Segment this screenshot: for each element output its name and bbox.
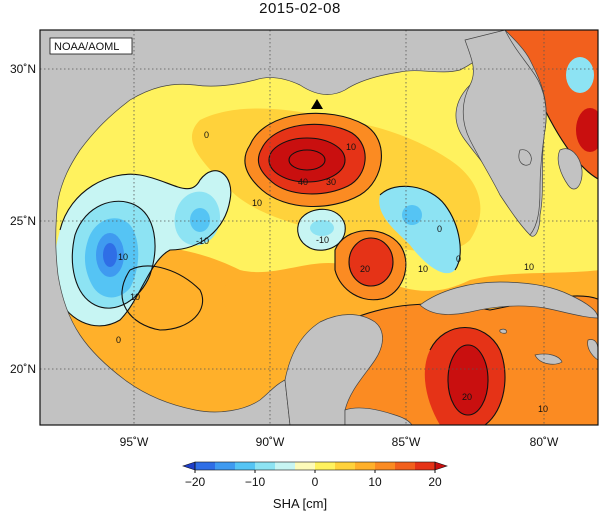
colorbar-segment (395, 462, 416, 470)
colorbar-ticks: −20 −10 0 10 20 (185, 475, 442, 489)
sha-warm-eddy-core (269, 138, 345, 182)
contour-label: 0 (456, 254, 461, 264)
colorbar-segment (235, 462, 256, 470)
colorbar-tick: 10 (368, 475, 382, 489)
lat-label-20n: 20˚N (10, 362, 36, 376)
map-frame (39, 29, 599, 426)
colorbar-max-arrow (434, 461, 448, 471)
graticule (40, 30, 598, 425)
map-title: 2015-02-08 (259, 0, 341, 17)
contour-label: 10 (346, 142, 356, 152)
contour-label: 0 (204, 130, 209, 140)
credit-label: NOAA/AOML (54, 41, 119, 53)
sha-cold-eddy-east-core (402, 205, 422, 225)
colorbar-tick: −10 (245, 475, 266, 489)
colorbar-tick: −20 (185, 475, 206, 489)
land-jamaica (534, 353, 563, 365)
land-yucatan (284, 314, 383, 425)
contour-label: 10 (538, 404, 548, 414)
lat-label-25n: 25˚N (10, 214, 36, 228)
land-bahamas-island (518, 149, 532, 166)
land-gulf-coast (40, 30, 506, 425)
colorbar-segment (255, 462, 276, 470)
land-masses (40, 30, 598, 425)
colorbar-segment (355, 462, 376, 470)
sha-cold-eddy-cw-core (190, 208, 210, 232)
contour-label: 10 (130, 292, 140, 302)
sha-contours (54, 30, 598, 425)
sha-warm-eddy-2-core (349, 238, 393, 286)
colorbar-min-arrow (182, 461, 196, 471)
contour-label: -10 (316, 235, 329, 245)
contour-label: 10 (524, 262, 534, 272)
sha-cold-eddy-west-deep (103, 243, 117, 267)
colorbar-segment (415, 462, 436, 470)
land-florida (462, 30, 547, 236)
colorbar-title: SHA [cm] (272, 496, 328, 511)
contour-label: 20 (462, 392, 472, 402)
colorbar-segment (315, 462, 336, 470)
colorbar-segment (335, 462, 356, 470)
land-haiti-west (587, 339, 598, 361)
lon-label-85w: 85˚W (392, 435, 421, 449)
land-cayman (499, 328, 507, 334)
contour-labels: 10 40 30 10 0 10 -10 -10 0 0 10 20 0 10 … (116, 130, 548, 414)
sha-cold-eddy-central-core (310, 220, 334, 236)
colorbar (182, 461, 448, 473)
colorbar-segment (275, 462, 296, 470)
contour-label: 0 (437, 224, 442, 234)
contour-label: 10 (418, 264, 428, 274)
lon-label-80w: 80˚W (530, 435, 559, 449)
colorbar-tick: 0 (312, 475, 319, 489)
latitude-labels: 30˚N 25˚N 20˚N (10, 62, 36, 376)
colorbar-segment (215, 462, 236, 470)
land-bahamas-andros (557, 148, 583, 190)
contour-label: 0 (116, 335, 121, 345)
land-central-america (344, 407, 413, 425)
lat-label-30n: 30˚N (10, 62, 36, 76)
sha-warm-atlantic-core (576, 108, 598, 152)
contour-label: 40 (298, 177, 308, 187)
longitude-labels: 95˚W 90˚W 85˚W 80˚W (120, 435, 559, 449)
colorbar-segment (375, 462, 396, 470)
colorbar-segment (195, 462, 216, 470)
contour-label: 10 (118, 252, 128, 262)
sha-cold-eddy-east (379, 186, 461, 274)
contour-label: -10 (196, 236, 209, 246)
colorbar-segment (295, 462, 316, 470)
station-marker-triangle (311, 99, 323, 109)
sha-cold-atlantic (566, 57, 594, 93)
lon-label-95w: 95˚W (120, 435, 149, 449)
contour-label: 20 (360, 264, 370, 274)
contour-label: 30 (326, 177, 336, 187)
contour-label: 10 (252, 198, 262, 208)
credit-box (49, 37, 133, 55)
sha-field-orange-bay (222, 276, 291, 329)
lon-label-90w: 90˚W (256, 435, 285, 449)
sha-warm-caribbean-core (448, 345, 488, 415)
colorbar-tick: 20 (428, 475, 442, 489)
